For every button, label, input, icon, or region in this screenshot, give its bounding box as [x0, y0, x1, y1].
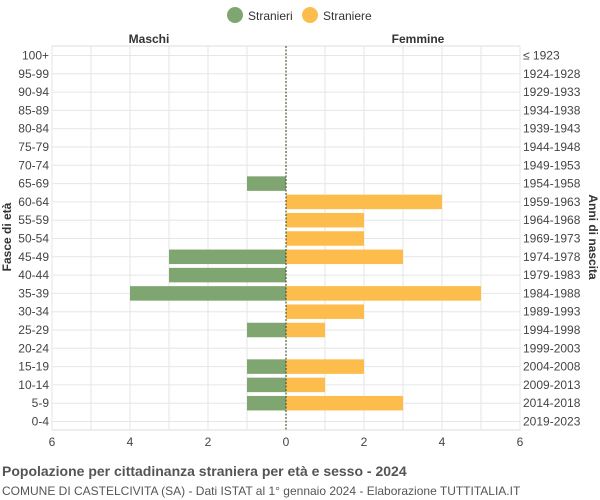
y2-axis-title: Anni di nascita [586, 194, 600, 280]
bar-male-35-39 [130, 286, 286, 301]
birth-year-label: 1959-1963 [523, 195, 581, 209]
birth-year-label: 1979-1983 [523, 268, 581, 282]
birth-year-label: 2019-2023 [523, 415, 581, 429]
age-label: 95-99 [18, 67, 49, 81]
bar-female-25-29 [286, 322, 325, 338]
population-pyramid-chart: Stranieri Straniere Maschi Femmine 100+ 95… [0, 7, 600, 449]
birth-year-label: 2009-2013 [523, 378, 581, 392]
birth-year-label: 1949-1953 [523, 158, 581, 172]
x-tick-label: 4 [439, 435, 446, 449]
birth-year-label: 1944-1948 [523, 140, 581, 154]
bar-male-5-9 [247, 395, 286, 411]
age-label: 50-54 [18, 232, 49, 246]
legend: Stranieri Straniere [227, 7, 372, 23]
right-header: Femmine [392, 32, 445, 46]
bar-female-50-54 [286, 231, 364, 246]
bar-female-10-14 [286, 377, 325, 393]
birth-year-label: ≤ 1923 [523, 49, 560, 63]
bar-female-15-19 [286, 359, 364, 374]
left-header: Maschi [129, 32, 170, 46]
birth-year-label: 2004-2008 [523, 360, 581, 374]
birth-year-label: 1929-1933 [523, 85, 581, 99]
birth-year-labels: ≤ 1923 1924-1928 1929-1933 1934-1938 1939-19… [523, 49, 581, 429]
age-label: 60-64 [18, 195, 49, 209]
age-label: 25-29 [18, 323, 49, 337]
age-label: 100+ [22, 49, 49, 63]
bar-male-45-49 [169, 249, 286, 265]
age-label: 15-19 [18, 360, 49, 374]
birth-year-label: 1969-1973 [523, 232, 581, 246]
legend-swatch [302, 7, 318, 23]
birth-year-label: 1939-1943 [523, 122, 581, 136]
age-label: 55-59 [18, 213, 49, 227]
birth-year-label: 1934-1938 [523, 103, 581, 117]
birth-year-label: 1974-1978 [523, 250, 581, 264]
bar-male-15-19 [247, 359, 286, 374]
legend-swatch [227, 7, 243, 23]
bar-male-40-44 [169, 267, 286, 283]
age-label: 45-49 [18, 250, 49, 264]
age-label: 30-34 [18, 305, 49, 319]
age-label: 35-39 [18, 286, 49, 300]
x-tick-label: 6 [517, 435, 524, 449]
birth-year-label: 1964-1968 [523, 213, 581, 227]
x-tick-label: 0 [283, 435, 290, 449]
chart-subtitle: COMUNE DI CASTELCIVITA (SA) - Dati ISTAT… [2, 484, 521, 498]
bar-female-60-64 [286, 194, 442, 210]
x-tick-label: 4 [127, 435, 134, 449]
birth-year-label: 1954-1958 [523, 177, 581, 191]
birth-year-label: 1999-2003 [523, 341, 581, 355]
y-axis-title: Fasce di età [0, 202, 14, 271]
chart-title: Popolazione per cittadinanza straniera p… [2, 463, 407, 479]
bar-female-55-59 [286, 212, 364, 228]
bars [130, 46, 481, 430]
bar-male-25-29 [247, 322, 286, 338]
age-label: 0-4 [32, 415, 50, 429]
x-tick-label: 2 [205, 435, 212, 449]
birth-year-label: 1989-1993 [523, 305, 581, 319]
birth-year-label: 1994-1998 [523, 323, 581, 337]
legend-label: Straniere [323, 9, 372, 23]
age-label: 80-84 [18, 122, 49, 136]
age-label: 20-24 [18, 341, 49, 355]
age-label: 85-89 [18, 103, 49, 117]
age-label: 75-79 [18, 140, 49, 154]
age-label: 40-44 [18, 268, 49, 282]
bar-female-30-34 [286, 304, 364, 319]
age-label: 90-94 [18, 85, 49, 99]
age-label: 5-9 [32, 396, 50, 410]
age-label: 70-74 [18, 158, 49, 172]
bar-female-5-9 [286, 395, 403, 411]
bar-male-10-14 [247, 377, 286, 393]
x-axis-ticks: 6 4 2 0 2 4 6 [49, 435, 524, 449]
x-tick-label: 6 [49, 435, 56, 449]
birth-year-label: 2014-2018 [523, 396, 581, 410]
birth-year-label: 1984-1988 [523, 286, 581, 300]
bar-male-65-69 [247, 176, 286, 191]
x-tick-label: 2 [361, 435, 368, 449]
bar-female-45-49 [286, 249, 403, 265]
age-label: 65-69 [18, 177, 49, 191]
age-group-labels: 100+ 95-99 90-94 85-89 80-84 75-79 70-74 65-69 6… [18, 49, 49, 429]
birth-year-label: 1924-1928 [523, 67, 581, 81]
age-label: 10-14 [18, 378, 49, 392]
bar-female-35-39 [286, 286, 481, 301]
legend-label: Stranieri [248, 9, 293, 23]
